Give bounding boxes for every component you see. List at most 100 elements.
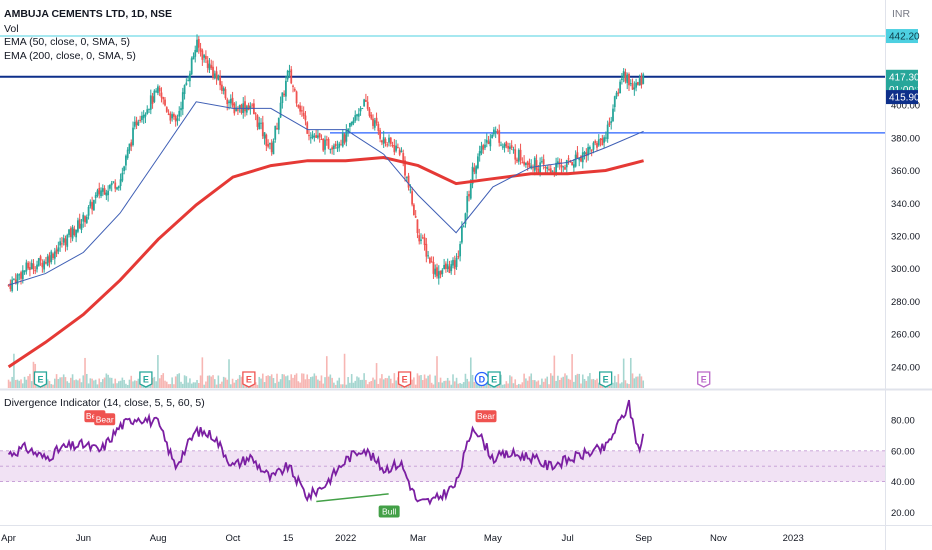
volume-bar xyxy=(169,384,172,388)
divergence-signals: BearBearBullBear xyxy=(84,410,497,518)
candle-body xyxy=(535,160,538,170)
volume-bar xyxy=(610,383,613,388)
candle-body xyxy=(206,60,209,68)
candle-body xyxy=(482,145,485,150)
candle-body xyxy=(396,147,399,149)
volume-bar xyxy=(70,377,72,388)
ema50-legend[interactable]: EMA (50, close, 0, SMA, 5) xyxy=(4,36,131,48)
volume-bar xyxy=(567,378,570,388)
volume-bar xyxy=(61,377,63,388)
volume-bar xyxy=(322,383,325,388)
volume-bar xyxy=(196,379,198,388)
candle-body xyxy=(340,144,342,146)
candle-body xyxy=(61,243,63,245)
candle-body xyxy=(588,146,591,150)
candle-body xyxy=(551,170,554,172)
candle-body xyxy=(507,145,510,149)
candle-body xyxy=(151,96,154,104)
rsi-band-fill xyxy=(0,450,885,482)
candle-body xyxy=(516,159,518,162)
volume-bar xyxy=(208,375,211,388)
volume-bar xyxy=(132,381,134,388)
volume-bar xyxy=(199,375,202,388)
volume-bar xyxy=(13,353,15,388)
candle-body xyxy=(50,251,53,262)
candle-body xyxy=(53,251,56,259)
volume-bar xyxy=(84,357,86,388)
volume-bar xyxy=(206,375,209,388)
candle-body xyxy=(16,274,19,285)
candle-body xyxy=(638,78,641,86)
last-price-tag-text: 417.30 xyxy=(889,72,920,83)
candle-body xyxy=(391,144,394,146)
volume-bar xyxy=(532,380,534,388)
earnings-label: E xyxy=(37,375,43,385)
candle-body xyxy=(523,161,526,165)
time-tick-label: Sep xyxy=(635,533,652,544)
candle-body xyxy=(368,108,371,116)
volume-bar xyxy=(221,381,223,388)
time-tick-label: Mar xyxy=(410,533,426,544)
volume-bar xyxy=(363,373,365,388)
candle-body xyxy=(176,118,179,121)
ema200-legend[interactable]: EMA (200, close, 0, SMA, 5) xyxy=(4,50,136,62)
candle-body xyxy=(100,190,102,197)
volume-bar xyxy=(398,383,401,388)
volume-bar xyxy=(205,381,207,388)
volume-bar xyxy=(343,353,346,388)
earnings-label: E xyxy=(246,375,252,385)
candle-body xyxy=(178,110,181,117)
volume-bar xyxy=(240,376,243,388)
volume-bar xyxy=(222,376,225,388)
volume-bar xyxy=(414,384,417,388)
candle-body xyxy=(622,71,625,78)
volume-bar xyxy=(114,378,117,388)
volume-bar xyxy=(279,379,282,388)
candle-body xyxy=(480,145,483,154)
candle-body xyxy=(249,105,252,109)
candle-body xyxy=(295,91,298,104)
candle-body xyxy=(160,92,163,98)
candle-body xyxy=(192,56,195,60)
candle-body xyxy=(418,235,421,242)
volume-bar xyxy=(455,377,458,388)
candle-body xyxy=(82,214,85,222)
candle-body xyxy=(30,263,33,270)
candle-body xyxy=(29,267,31,270)
candle-body xyxy=(469,183,472,199)
volume-bar xyxy=(565,375,568,388)
volume-legend[interactable]: Vol xyxy=(4,23,19,35)
candle-body xyxy=(578,157,581,161)
volume-bar xyxy=(633,378,636,388)
volume-bar xyxy=(139,382,141,388)
candle-body xyxy=(281,92,284,104)
candle-body xyxy=(46,256,49,266)
volume-bar xyxy=(443,380,445,388)
candle-body xyxy=(334,143,337,147)
volume-bar xyxy=(286,375,289,388)
earnings-label: E xyxy=(143,375,149,385)
candle-body xyxy=(594,140,597,143)
volume-bar xyxy=(116,383,118,388)
volume-bar xyxy=(512,383,515,388)
volume-bar xyxy=(75,379,77,388)
volume-bar xyxy=(23,376,26,388)
symbol-title[interactable]: AMBUJA CEMENTS LTD, 1D, NSE xyxy=(4,8,173,20)
candle-body xyxy=(491,134,494,139)
volume-bar xyxy=(102,379,104,388)
rsi-path xyxy=(7,399,645,506)
candle-body xyxy=(428,257,431,263)
candle-body xyxy=(629,83,632,85)
volume-bar xyxy=(187,382,189,388)
ema200-path xyxy=(7,155,644,369)
candle-body xyxy=(329,148,332,150)
candle-body xyxy=(59,241,62,246)
candle-body xyxy=(555,162,558,173)
candle-body xyxy=(185,82,188,86)
divergence-legend[interactable]: Divergence Indicator (14, close, 5, 5, 6… xyxy=(4,397,205,409)
candle-body xyxy=(500,144,502,146)
candle-body xyxy=(80,223,83,230)
candle-body xyxy=(443,264,446,270)
